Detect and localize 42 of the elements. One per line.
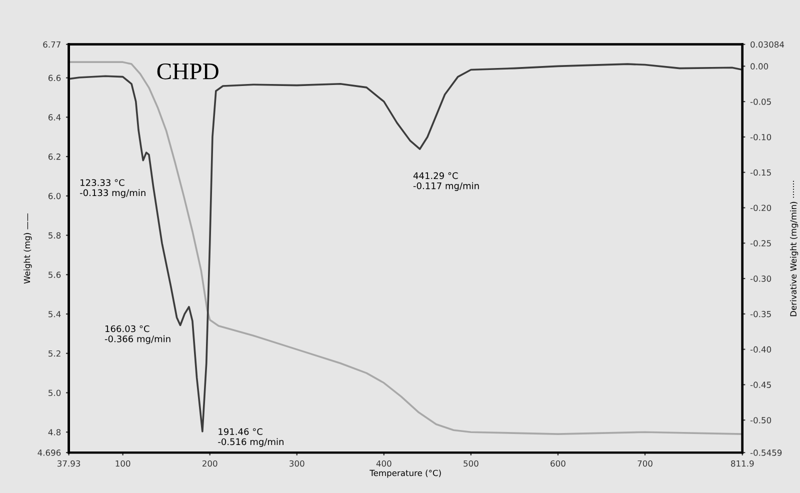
y-tick-label: 5.0: [48, 390, 61, 396]
y2-tick-label: 0.03084: [750, 41, 784, 48]
annotation: 123.33 °C -0.133 mg/min: [80, 179, 146, 198]
y2-tick-label: -0.05: [750, 98, 771, 105]
y-tick-label: 4.8: [48, 429, 61, 436]
x-tick-label: 700: [638, 460, 652, 467]
y-tick-label: 5.6: [48, 272, 61, 278]
y2-tick-label: -0.10: [750, 134, 772, 140]
y2-tick-label: -0.50: [750, 417, 772, 424]
y-tick-label: 6.2: [48, 154, 60, 160]
y-tick-label: 6.77: [43, 41, 60, 48]
y-tick-label: 5.2: [48, 350, 60, 357]
y2-axis-title: Derivative Weight (mg/min) ·······: [790, 180, 798, 316]
text: CHPD: [157, 63, 218, 80]
y2-tick-label: -0.25: [750, 240, 771, 246]
y-tick-label: 5.8: [48, 232, 61, 239]
y-tick-label: 6.4: [48, 114, 61, 120]
x-tick-label: 100: [116, 460, 130, 467]
x-axis-title: Temperature (°C): [370, 470, 441, 478]
x-tick-label: 600: [550, 460, 566, 467]
y2-tick-label: -0.40: [750, 346, 772, 353]
annotation: 191.46 °C -0.516 mg/min: [218, 428, 284, 447]
y2-tick-label: -0.20: [750, 204, 772, 212]
y-axis-title: Weight (mg) ——: [24, 213, 32, 284]
y-tick-label: 6.6: [48, 74, 61, 82]
y2-tick-label: 0.00: [750, 63, 768, 70]
y2-tick-label: -0.45: [750, 382, 771, 388]
y2-tick-label: -0.30: [750, 276, 772, 282]
annotation: 441.29 °C -0.117 mg/min: [413, 172, 479, 191]
x-tick-label: 811.9: [731, 460, 754, 467]
x-tick-label: 400: [376, 460, 392, 467]
y2-tick-label: -0.5459: [750, 450, 782, 456]
y2-tick-label: -0.35: [750, 310, 771, 318]
y-tick-label: 6.0: [48, 192, 61, 200]
x-tick-label: 500: [464, 460, 478, 467]
annotation: 166.03 °C -0.366 mg/min: [104, 325, 170, 344]
y2-tick-label: -0.15: [750, 169, 771, 176]
x-tick-label: 300: [290, 460, 304, 467]
y-tick-label: 4.696: [38, 450, 61, 456]
y-tick-label: 5.4: [48, 311, 61, 318]
x-tick-label: 37.93: [58, 460, 80, 467]
x-tick-label: 200: [202, 460, 218, 467]
